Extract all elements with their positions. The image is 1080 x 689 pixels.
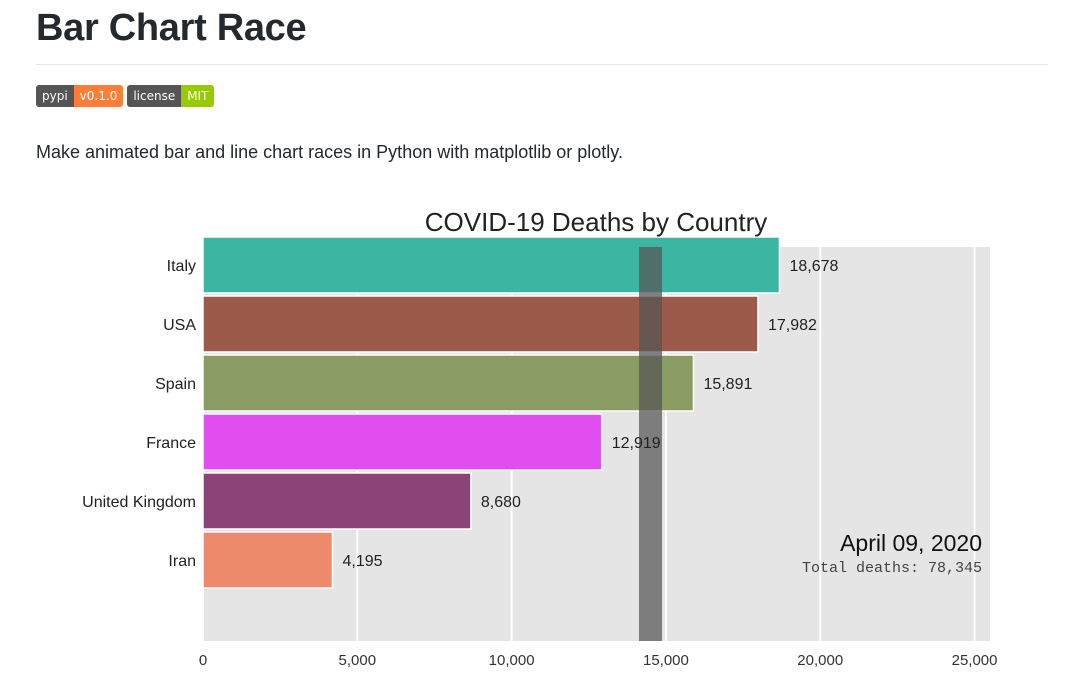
bar-chart-race: 0 5,000 10,000 15,000 20,000 25,000 Italy 18,67… <box>82 207 998 669</box>
value-label: 15,891 <box>703 376 752 393</box>
x-tick-label: 20,000 <box>797 652 843 669</box>
x-tick-label: 15,000 <box>643 652 689 669</box>
bar-italy <box>202 236 781 294</box>
x-tick-label: 0 <box>199 652 207 669</box>
value-label: 18,678 <box>789 258 838 275</box>
category-label: United Kingdom <box>82 494 196 511</box>
category-label: France <box>146 435 196 452</box>
category-label: USA <box>163 317 196 334</box>
license-badge[interactable]: license MIT <box>127 85 215 107</box>
page-title: Bar Chart Race <box>36 7 307 49</box>
x-tick-label: 5,000 <box>339 652 377 669</box>
date-label: April 09, 2020 <box>840 530 982 556</box>
category-label: Italy <box>167 258 196 275</box>
bar-iran <box>202 531 334 589</box>
value-label: 12,919 <box>612 435 661 452</box>
badge-value: v0.1.0 <box>73 85 124 107</box>
reference-band <box>639 247 663 641</box>
badge-label: pypi <box>36 85 74 107</box>
bar-usa <box>202 295 759 353</box>
badge-row: pypi v0.1.0 license MIT <box>36 85 215 107</box>
badge-label: license <box>127 85 182 107</box>
value-label: 8,680 <box>481 494 521 511</box>
pypi-version-badge[interactable]: pypi v0.1.0 <box>36 85 124 107</box>
bar-france <box>202 413 603 471</box>
x-tick-label: 25,000 <box>952 652 998 669</box>
x-tick-label: 10,000 <box>489 652 535 669</box>
category-label: Spain <box>155 376 196 393</box>
title-divider <box>36 64 1048 65</box>
bar-spain <box>202 354 695 412</box>
total-deaths-label: Total deaths: 78,345 <box>802 560 982 577</box>
chart-title: COVID-19 Deaths by Country <box>425 207 767 237</box>
description-text: Make animated bar and line chart races i… <box>36 142 623 162</box>
value-label: 4,195 <box>342 553 382 570</box>
category-label: Iran <box>168 553 196 570</box>
badge-value: MIT <box>181 85 215 107</box>
value-label: 17,982 <box>768 317 817 334</box>
bar-united-kingdom <box>202 472 472 530</box>
